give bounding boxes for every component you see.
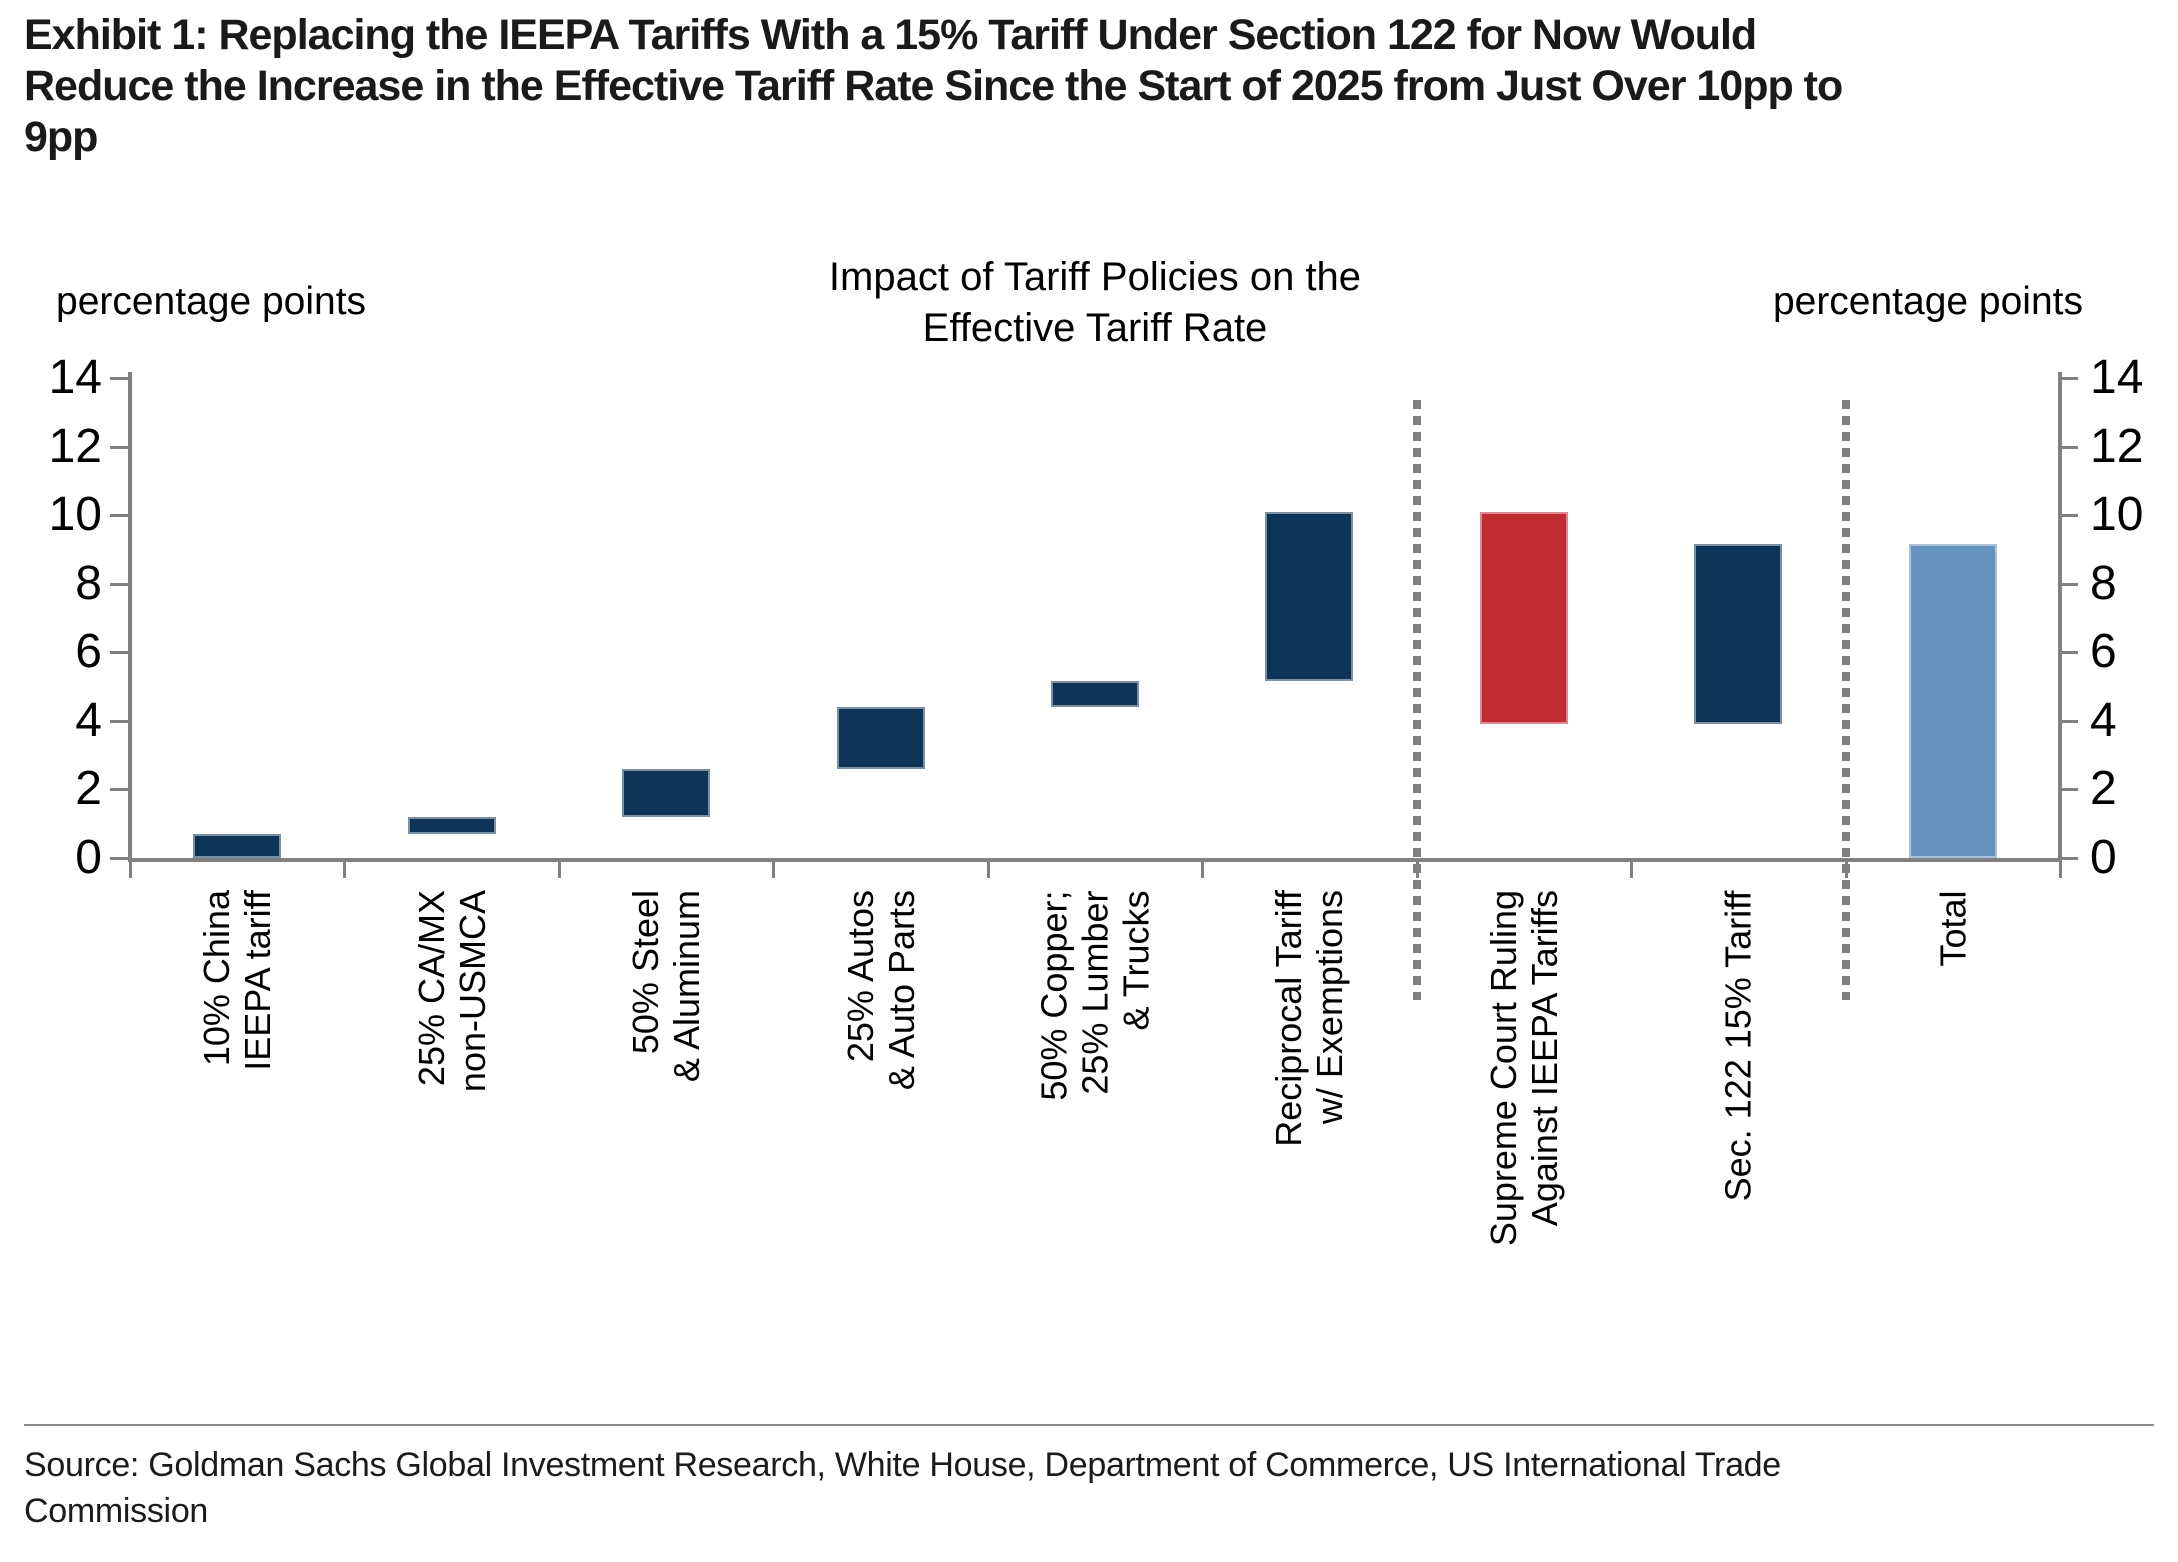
left-y-tick-label-14: 14	[48, 351, 102, 404]
x-axis-tick-4	[986, 862, 990, 878]
bar-50-steel-aluminum	[622, 768, 711, 817]
bar-50-copper-25-lumber-trucks	[1051, 681, 1139, 708]
left-y-tick-2	[110, 788, 128, 792]
right-y-tick-label-12: 12	[2090, 419, 2144, 473]
source-line-2: Commission	[24, 1492, 209, 1530]
left-y-tick-label-6: 6	[75, 625, 102, 679]
left-y-tick-8	[110, 582, 128, 586]
right-y-tick-label-10: 10	[2090, 488, 2144, 542]
bar-reciprocal-tariff-w-exemptions	[1265, 511, 1354, 682]
right-y-tick-label-8: 8	[2090, 556, 2117, 610]
x-axis-tick-2	[557, 862, 561, 878]
x-axis-baseline	[128, 858, 2062, 862]
left-y-tick-14	[110, 377, 128, 380]
exhibit-title-line-3: 9pp	[24, 113, 98, 161]
source-attribution: Source: Goldman Sachs Global Investment …	[24, 1442, 1874, 1534]
x-label-supreme-court-ruling-against-ieepa-tariffs: Supreme Court Ruling Against IEEPA Tariff…	[1483, 890, 1565, 1430]
right-y-tick-label-4: 4	[2090, 693, 2117, 747]
bar-25-autos-auto-parts	[836, 707, 925, 769]
x-label-50-copper-25-lumber-trucks: 50% Copper; 25% Lumber & Trucks	[1034, 890, 1157, 1430]
right-y-tick-14	[2060, 377, 2078, 380]
left-y-axis-line	[128, 372, 132, 862]
right-y-tick-4	[2060, 719, 2078, 723]
x-axis-tick-9	[2059, 862, 2062, 878]
x-label-total-line-1: Total	[1932, 890, 1974, 967]
x-axis-tick-7	[1630, 862, 1634, 878]
x-label-10-china-ieepa-tariff-line-2: IEEPA tariff	[237, 890, 279, 1071]
right-y-tick-label-6: 6	[2090, 625, 2117, 679]
x-axis-tick-5	[1201, 862, 1205, 878]
x-label-sec-122-15-tariff: Sec. 122 15% Tariff	[1718, 890, 1759, 1430]
x-label-50-steel-aluminum: 50% Steel & Aluminum	[625, 890, 707, 1430]
left-y-tick-label-0: 0	[75, 831, 102, 884]
left-y-tick-0	[110, 857, 128, 860]
left-y-tick-4	[110, 719, 128, 723]
bar-10-china-ieepa-tariff	[193, 834, 282, 858]
x-label-25-ca-mx-non-usmca: 25% CA/MX non-USMCA	[411, 890, 493, 1430]
bar-total	[1908, 544, 1997, 858]
exhibit-title: Exhibit 1: Replacing the IEEPA Tariffs W…	[24, 10, 2154, 163]
x-label-reciprocal-tariff-w-exemptions: Reciprocal Tariff w/ Exemptions	[1268, 890, 1350, 1430]
footer-divider-line	[24, 1424, 2154, 1426]
x-label-reciprocal-tariff-w-exemptions-line-1: Reciprocal Tariff	[1268, 890, 1310, 1147]
x-label-reciprocal-tariff-w-exemptions-line-2: w/ Exemptions	[1309, 890, 1351, 1125]
right-y-tick-label-14: 14	[2090, 351, 2144, 404]
exhibit-title-line-1: Exhibit 1: Replacing the IEEPA Tariffs W…	[24, 11, 1757, 59]
chart-title-line-2: Effective Tariff Rate	[922, 306, 1268, 350]
x-label-25-ca-mx-non-usmca-line-2: non-USMCA	[451, 890, 493, 1093]
x-label-50-copper-25-lumber-trucks-line-1: 50% Copper;	[1033, 890, 1075, 1101]
chart-title-line-1: Impact of Tariff Policies on the	[828, 255, 1362, 299]
right-y-tick-0	[2060, 857, 2078, 860]
left-y-tick-12	[110, 445, 128, 449]
bar-supreme-court-ruling-against-ieepa-tariffs	[1479, 511, 1568, 725]
x-label-supreme-court-ruling-against-ieepa-tariffs-line-1: Supreme Court Ruling	[1482, 890, 1524, 1247]
right-y-axis-line	[2058, 372, 2062, 862]
x-label-25-autos-auto-parts-line-2: & Auto Parts	[880, 890, 922, 1091]
right-y-tick-10	[2060, 514, 2078, 518]
chart-title: Impact of Tariff Policies on the Effectiv…	[785, 252, 1405, 354]
left-y-tick-label-4: 4	[75, 693, 102, 747]
x-label-25-ca-mx-non-usmca-line-1: 25% CA/MX	[410, 890, 452, 1087]
x-label-50-copper-25-lumber-trucks-line-2: 25% Lumber	[1074, 890, 1116, 1095]
x-axis-tick-3	[772, 862, 776, 878]
right-y-tick-12	[2060, 445, 2078, 449]
x-label-50-copper-25-lumber-trucks-line-3: & Trucks	[1115, 890, 1157, 1031]
left-y-tick-label-10: 10	[48, 488, 102, 542]
right-y-tick-label-2: 2	[2090, 762, 2117, 816]
right-axis-unit-label: percentage points	[1772, 280, 2083, 323]
x-label-25-autos-auto-parts: 25% Autos & Auto Parts	[840, 890, 922, 1430]
left-y-tick-label-12: 12	[48, 419, 102, 473]
source-line-1: Source: Goldman Sachs Global Investment …	[24, 1446, 1781, 1484]
exhibit-title-line-2: Reduce the Increase in the Effective Tar…	[24, 62, 1843, 110]
x-label-25-autos-auto-parts-line-1: 25% Autos	[839, 890, 881, 1063]
left-y-tick-label-8: 8	[75, 556, 102, 610]
left-y-tick-label-2: 2	[75, 762, 102, 816]
bar-25-ca-mx-non-usmca	[407, 816, 496, 834]
x-label-10-china-ieepa-tariff: 10% China IEEPA tariff	[196, 890, 278, 1430]
x-label-50-steel-aluminum-line-2: & Aluminum	[666, 890, 708, 1083]
left-y-tick-6	[110, 651, 128, 655]
x-label-total: Total	[1932, 890, 1973, 1430]
dotted-separator-1	[1412, 400, 1421, 1000]
right-y-tick-6	[2060, 651, 2078, 655]
x-label-supreme-court-ruling-against-ieepa-tariffs-line-2: Against IEEPA Tariffs	[1523, 890, 1565, 1227]
right-y-tick-label-0: 0	[2090, 831, 2117, 884]
left-axis-unit-label: percentage points	[56, 280, 367, 323]
x-axis-tick-1	[343, 862, 347, 878]
left-y-tick-10	[110, 514, 128, 518]
bar-sec-122-15-tariff	[1694, 544, 1783, 725]
right-y-tick-2	[2060, 788, 2078, 792]
x-axis-tick-0	[129, 862, 132, 878]
x-label-sec-122-15-tariff-line-1: Sec. 122 15% Tariff	[1717, 890, 1759, 1201]
right-y-tick-8	[2060, 582, 2078, 586]
dotted-separator-2	[1841, 400, 1850, 1000]
x-label-50-steel-aluminum-line-1: 50% Steel	[625, 890, 667, 1055]
x-label-10-china-ieepa-tariff-line-1: 10% China	[196, 890, 238, 1067]
